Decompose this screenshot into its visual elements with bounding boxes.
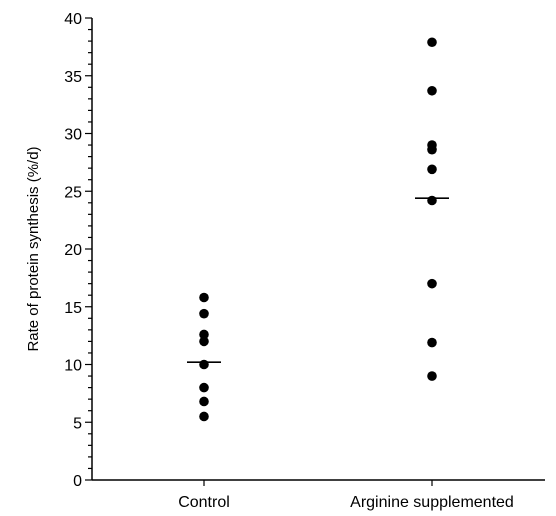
x-tick-label: Arginine supplemented — [350, 494, 514, 511]
series-group — [187, 292, 221, 422]
y-tick-label: 35 — [64, 69, 82, 86]
y-axis: 0 5 10 15 20 25 30 35 40 — [64, 11, 93, 490]
y-tick-label: 0 — [73, 473, 82, 490]
y-tick-label: 15 — [64, 300, 82, 317]
data-point — [427, 164, 437, 175]
data-point — [199, 396, 209, 407]
data-point — [427, 195, 437, 206]
data-point — [427, 144, 437, 155]
data-points — [187, 37, 449, 422]
x-tick-label: Control — [178, 494, 230, 511]
x-axis: Control Arginine supplemented — [92, 479, 545, 511]
data-point — [199, 329, 209, 340]
y-axis-title: Rate of protein synthesis (%/d) — [25, 146, 42, 351]
y-tick-label: 5 — [73, 415, 82, 432]
data-point — [199, 382, 209, 393]
y-tick-label: 40 — [64, 11, 82, 28]
data-point — [427, 85, 437, 96]
y-tick-label: 20 — [64, 242, 82, 259]
data-point — [199, 292, 209, 303]
y-tick-label: 10 — [64, 358, 82, 375]
data-point — [199, 359, 209, 370]
data-point — [427, 278, 437, 289]
data-point — [199, 308, 209, 319]
y-tick-label: 30 — [64, 127, 82, 144]
data-point — [427, 371, 437, 381]
data-point — [199, 336, 209, 347]
series-group — [415, 37, 449, 381]
data-point — [427, 337, 437, 348]
data-point — [427, 37, 437, 48]
data-point — [199, 411, 209, 422]
y-tick-label: 25 — [64, 184, 82, 201]
